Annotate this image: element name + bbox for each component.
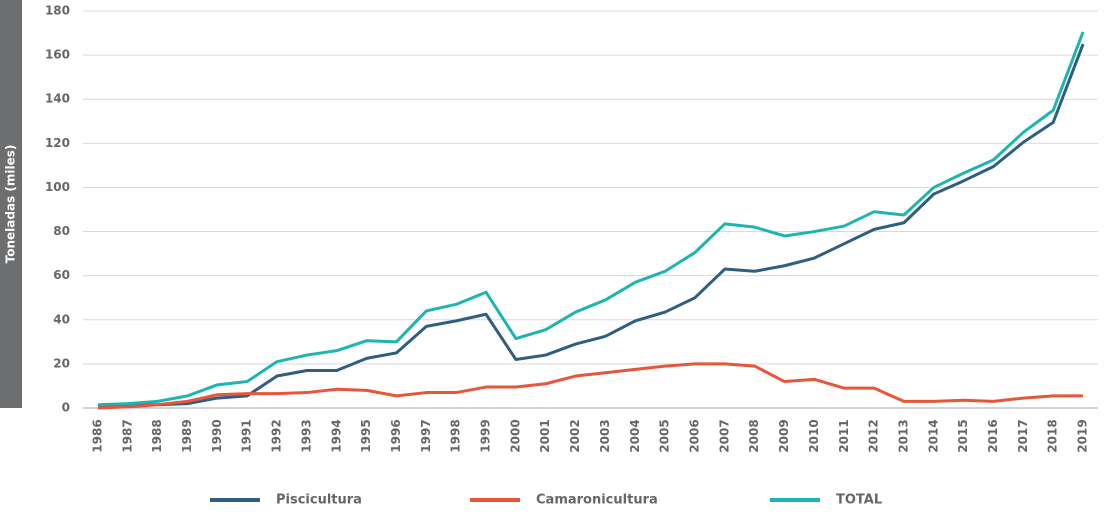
legend-label: TOTAL [836, 493, 882, 508]
x-tick-label: 1990 [210, 419, 224, 452]
y-tick-label: 20 [53, 356, 70, 370]
x-tick-label: 1994 [329, 419, 343, 452]
y-label-box [0, 0, 22, 408]
y-tick-label: 160 [45, 48, 70, 62]
x-tick-label: 2004 [628, 419, 642, 452]
x-tick-label: 2000 [508, 419, 522, 452]
y-tick-label: 180 [45, 4, 70, 18]
y-tick-label: 100 [45, 180, 70, 194]
x-tick-label: 2012 [867, 419, 881, 452]
x-tick-label: 2007 [717, 419, 731, 452]
x-tick-label: 1996 [389, 419, 403, 452]
y-tick-label: 140 [45, 92, 70, 106]
x-tick-label: 2014 [926, 419, 940, 452]
x-tick-label: 1986 [90, 419, 104, 452]
x-tick-label: 2011 [837, 419, 851, 452]
legend-label: Camaronicultura [536, 493, 658, 508]
legend-label: Piscicultura [276, 493, 362, 508]
y-tick-label: 60 [53, 268, 70, 282]
x-tick-label: 2013 [896, 419, 910, 452]
x-tick-label: 2015 [956, 419, 970, 452]
x-tick-label: 2005 [658, 419, 672, 452]
x-tick-label: 1989 [180, 419, 194, 452]
x-tick-label: 1995 [359, 419, 373, 452]
y-tick-label: 80 [53, 224, 70, 238]
x-tick-label: 2008 [747, 419, 761, 452]
y-axis-label: Toneladas (miles) [4, 145, 18, 264]
x-tick-label: 2003 [598, 419, 612, 452]
x-tick-label: 1997 [419, 419, 433, 452]
x-tick-label: 2010 [807, 419, 821, 452]
line [97, 43, 1085, 408]
x-tick-label: 1992 [270, 419, 284, 452]
y-tick-label: 0 [62, 401, 70, 415]
x-tick-label: 1988 [150, 419, 164, 452]
x-tick-label: 1991 [240, 419, 254, 452]
x-tick-label: 2001 [538, 419, 552, 452]
x-tick-label: 2016 [986, 419, 1000, 452]
line [97, 31, 1085, 407]
y-tick-label: 40 [53, 312, 70, 326]
x-tick-label: 2009 [777, 419, 791, 452]
x-tick-label: 2019 [1076, 419, 1090, 452]
x-tick-label: 1987 [120, 419, 134, 452]
y-tick-label: 120 [45, 136, 70, 150]
x-tick-label: 2006 [687, 419, 701, 452]
x-tick-label: 1999 [479, 419, 493, 452]
x-tick-label: 1998 [449, 419, 463, 452]
line [97, 362, 1084, 410]
x-tick-label: 2002 [568, 419, 582, 452]
x-tick-label: 2017 [1016, 419, 1030, 452]
x-tick-label: 1993 [299, 419, 313, 452]
x-tick-label: 2018 [1046, 419, 1060, 452]
